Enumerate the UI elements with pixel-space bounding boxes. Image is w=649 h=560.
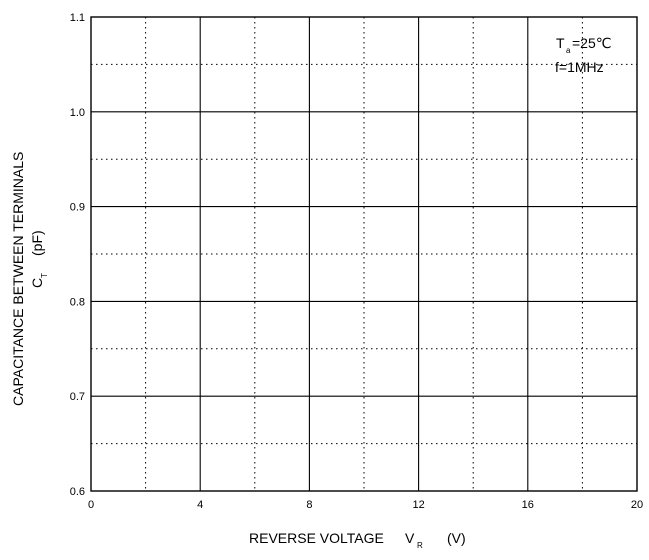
- y-tick-label: 0.8: [70, 296, 85, 308]
- x-tick-label: 8: [306, 499, 312, 511]
- x-axis-symbol: V: [405, 530, 415, 546]
- y-tick-label: 0.6: [70, 486, 85, 498]
- x-tick-labels: 0 4 8 12 16 20: [88, 499, 643, 511]
- x-tick-label: 4: [197, 499, 203, 511]
- temperature-symbol: T: [556, 35, 565, 51]
- y-tick-label: 1.1: [70, 12, 85, 24]
- y-axis-title: CAPACITANCE BETWEEN TERMINALS: [10, 152, 26, 406]
- y-tick-label: 1.0: [70, 107, 85, 119]
- temperature-subscript: a: [566, 46, 571, 55]
- x-axis-title: REVERSE VOLTAGE: [249, 530, 384, 546]
- x-tick-label: 12: [412, 499, 424, 511]
- temperature-condition: =25℃: [572, 35, 611, 51]
- x-axis-unit: (V): [447, 530, 466, 546]
- x-tick-label: 20: [631, 499, 643, 511]
- frequency-condition: f=1MHz: [555, 59, 604, 75]
- y-axis-symbol-subscript: T: [40, 273, 49, 278]
- y-tick-label: 0.9: [70, 202, 85, 214]
- y-tick-labels: 0.6 0.7 0.8 0.9 1.0 1.1: [70, 12, 85, 498]
- x-tick-label: 16: [522, 499, 534, 511]
- x-axis-symbol-subscript: R: [417, 541, 423, 550]
- major-gridlines: [91, 17, 637, 491]
- minor-gridlines: [91, 17, 637, 491]
- y-axis-unit: (pF): [29, 230, 45, 256]
- x-tick-label: 0: [88, 499, 94, 511]
- y-tick-label: 0.7: [70, 391, 85, 403]
- y-axis-symbol: C: [29, 278, 45, 288]
- plot-frame: [90, 16, 638, 492]
